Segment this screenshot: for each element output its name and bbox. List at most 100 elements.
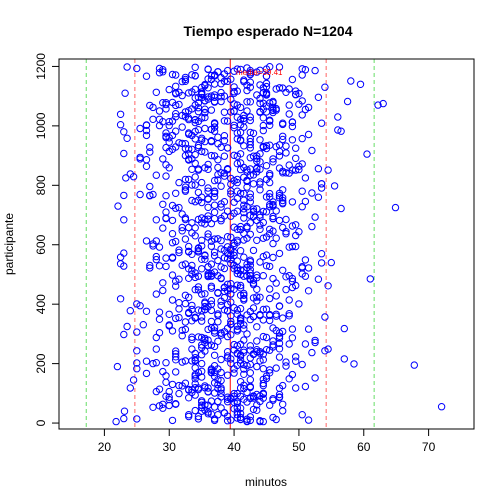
data-point: [210, 201, 219, 209]
x-axis: 20 30 40 50 60 70: [98, 428, 436, 454]
data-point: [217, 97, 225, 106]
data-point: [259, 84, 267, 92]
data-point: [149, 403, 157, 411]
data-point: [269, 274, 277, 283]
data-point: [204, 212, 212, 220]
data-point: [230, 100, 238, 108]
data-point: [266, 316, 274, 325]
data-point: [194, 286, 203, 294]
data-point: [152, 252, 161, 261]
data-point: [126, 170, 135, 178]
data-point: [191, 232, 199, 240]
data-point: [259, 332, 267, 341]
data-point: [194, 306, 203, 314]
data-point: [168, 416, 177, 425]
data-point: [236, 137, 245, 145]
data-point: [259, 126, 267, 135]
data-point: [198, 313, 206, 321]
data-point: [288, 198, 297, 206]
data-point: [198, 307, 206, 315]
data-point: [256, 357, 264, 365]
data-point: [356, 80, 365, 89]
data-point: [311, 213, 319, 221]
data-point: [259, 252, 267, 261]
data-point: [253, 337, 261, 345]
data-point: [246, 369, 255, 377]
data-point: [266, 369, 274, 377]
data-point: [266, 285, 274, 293]
data-point: [285, 340, 293, 348]
data-point: [256, 178, 264, 186]
y-tick-label: 0: [34, 419, 48, 426]
data-point: [259, 381, 267, 390]
data-point: [223, 417, 232, 425]
data-point: [230, 285, 238, 293]
data-point: [136, 302, 144, 310]
data-point: [168, 271, 177, 279]
data-point: [162, 214, 170, 222]
data-point: [292, 384, 300, 392]
data-point: [279, 132, 287, 141]
data-point: [262, 90, 271, 98]
data-point: [223, 348, 232, 356]
data-point: [311, 336, 319, 345]
data-point: [298, 97, 306, 105]
data-point: [201, 113, 209, 122]
data-point: [292, 90, 300, 99]
data-point: [275, 152, 284, 160]
data-point: [256, 99, 264, 108]
data-point: [172, 277, 180, 285]
data-point: [324, 166, 332, 174]
data-point: [175, 299, 183, 307]
data-point: [279, 120, 287, 129]
data-point: [175, 248, 183, 257]
data-point: [259, 390, 267, 398]
data-point: [168, 296, 177, 304]
data-point: [210, 120, 219, 128]
data-point: [194, 412, 203, 421]
data-point: [233, 236, 242, 245]
data-point: [288, 222, 297, 230]
data-point: [233, 159, 242, 168]
data-point: [269, 396, 277, 404]
data-point: [253, 293, 261, 301]
data-point: [308, 222, 316, 231]
data-point: [298, 203, 306, 211]
data-point: [236, 356, 245, 364]
data-point: [340, 324, 348, 333]
data-point: [149, 242, 157, 250]
data-point: [366, 275, 374, 283]
data-point: [269, 214, 277, 223]
data-point: [204, 195, 212, 204]
data-point: [243, 311, 251, 319]
data-point: [191, 151, 199, 159]
data-point: [246, 416, 255, 425]
data-point: [236, 165, 245, 174]
y-tick-label: 600: [34, 234, 48, 254]
data-point: [236, 351, 245, 359]
data-point: [279, 266, 287, 274]
data-point: [146, 191, 154, 200]
data-point: [311, 374, 319, 382]
data-point: [253, 154, 261, 163]
data-point: [214, 176, 222, 184]
data-point: [194, 415, 203, 423]
data-point: [142, 156, 151, 164]
data-point: [146, 261, 154, 270]
data-point: [240, 381, 248, 389]
data-point: [162, 143, 170, 152]
data-point: [256, 225, 264, 234]
data-point: [259, 305, 267, 314]
data-point: [256, 417, 264, 426]
data-point: [214, 256, 222, 265]
data-point: [116, 295, 125, 303]
data-point: [207, 317, 216, 326]
data-point: [188, 335, 196, 344]
data-point: [288, 118, 297, 126]
data-point: [159, 224, 167, 232]
data-point: [220, 287, 229, 296]
data-point: [152, 359, 161, 367]
data-point: [288, 75, 297, 84]
data-point: [181, 75, 190, 84]
data-point: [214, 68, 222, 76]
